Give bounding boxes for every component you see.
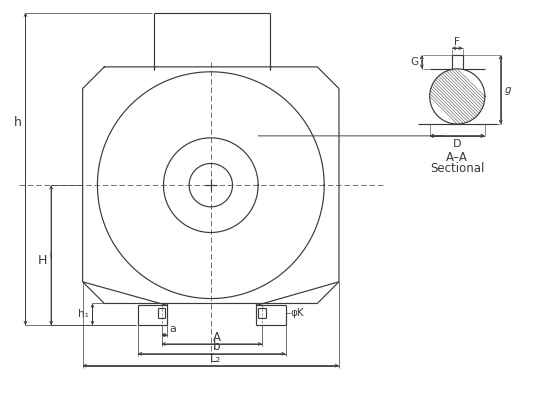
Text: H: H: [37, 254, 47, 267]
Text: h₁: h₁: [78, 309, 89, 319]
Text: D: D: [453, 139, 462, 149]
Text: g: g: [505, 85, 511, 94]
Text: h: h: [13, 115, 21, 128]
Text: G: G: [411, 57, 419, 67]
Text: A: A: [213, 331, 221, 344]
Text: F: F: [454, 37, 460, 47]
Text: φK: φK: [291, 308, 304, 318]
Text: a: a: [169, 324, 176, 334]
Text: b: b: [213, 340, 220, 354]
Text: A–A: A–A: [446, 151, 468, 164]
Text: Sectional: Sectional: [430, 162, 485, 175]
Text: L₂: L₂: [210, 352, 221, 365]
